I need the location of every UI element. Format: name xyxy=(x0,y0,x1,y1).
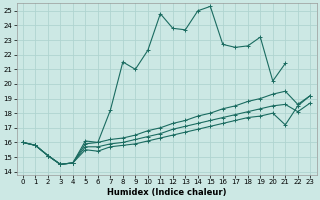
X-axis label: Humidex (Indice chaleur): Humidex (Indice chaleur) xyxy=(107,188,226,197)
